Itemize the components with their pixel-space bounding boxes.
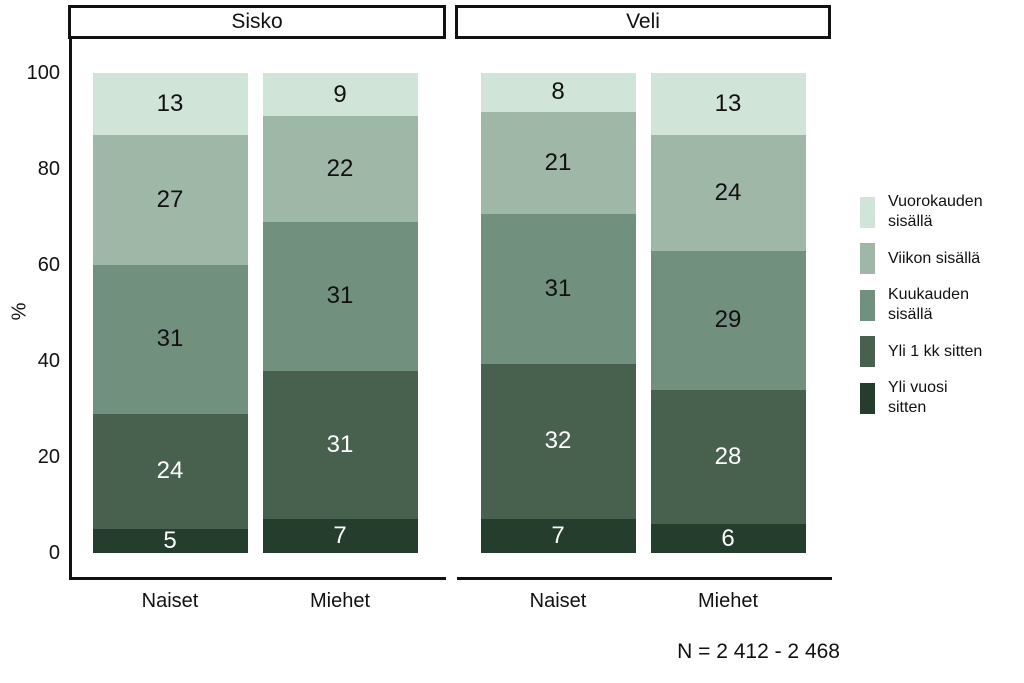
bar-segment-value: 9 [333,80,347,108]
bar-segment-value: 8 [551,78,565,106]
bar-segment: 28 [650,389,806,525]
bar-segment-value: 27 [156,186,184,214]
bar-segment-value: 13 [714,90,742,118]
bar-segment: 7 [480,519,636,553]
legend-label: Viikon sisällä [888,249,981,267]
y-tick-label: 20 [37,446,60,468]
bar-segment: 21 [480,111,636,214]
stacked-bar-sisko-miehet: 9 22 31 31 7 [262,73,418,553]
legend-swatch [860,289,875,321]
x-category-label: Miehet [697,590,759,612]
bar-segment: 9 [262,73,418,117]
x-axis-line-left-panel [69,577,446,580]
bar-segment-value: 13 [156,90,184,118]
x-category-label: Naiset [141,590,199,612]
bar-segment: 29 [650,250,806,390]
bar-segment: 31 [262,221,418,371]
y-tick-label: 100 [26,62,60,84]
bar-segment: 24 [650,135,806,251]
legend-item: Yli 1 kk sitten [860,336,983,367]
bar-segment-value: 24 [156,457,184,485]
bar-segment-value: 28 [714,443,742,471]
bar-segment: 13 [650,73,806,136]
stacked-bar-veli-naiset: 8 21 31 32 7 [480,73,636,553]
y-axis-line [69,39,72,579]
bar-segment-value: 31 [326,282,354,310]
bar-segment-value: 31 [544,274,572,302]
y-tick-label: 60 [37,254,60,276]
facet-header-sisko: Sisko [68,5,446,39]
bar-segment: 31 [262,370,418,520]
bar-segment-value: 32 [544,427,572,455]
bar-segment: 32 [480,363,636,520]
legend-item: Vuorokauden sisällä [860,192,983,232]
bar-segment-value: 24 [714,179,742,206]
bar-segment-value: 7 [551,522,565,550]
stacked-bar-sisko-naiset: 13 27 31 24 5 [92,73,248,554]
legend-label: Yli vuosi sitten [888,379,948,416]
bar-segment-value: 5 [163,527,177,554]
bar-segment: 24 [92,413,248,529]
bar-segment-value: 7 [333,522,347,550]
legend-label: Kuukauden sisällä [888,286,969,323]
bar-segment-value: 6 [721,524,735,552]
legend: Vuorokauden sisällä Viikon sisällä Kuukaud… [860,192,983,418]
legend-item: Yli vuosi sitten [860,378,983,418]
stacked-bar-veli-miehet: 13 24 29 28 6 [650,73,806,554]
bar-segment-value: 22 [326,155,354,182]
legend-swatch [860,336,875,367]
y-tick-label: 40 [37,350,60,372]
legend-label: Yli 1 kk sitten [888,342,983,360]
y-tick-label: 80 [37,158,60,180]
bar-segment: 31 [480,213,636,364]
bar-segment-value: 29 [714,306,742,334]
sample-size-caption: N = 2 412 - 2 468 [677,640,840,663]
x-category-label: Naiset [529,590,587,612]
x-category-label: Miehet [309,590,371,612]
bar-segment-value: 21 [544,148,572,176]
bar-segment-value: 31 [326,430,354,458]
bar-segment: 7 [262,519,418,553]
bar-segment: 31 [92,265,248,414]
x-axis-line-right-panel [457,577,832,580]
bar-segment: 8 [480,73,636,112]
bar-segment: 5 [92,527,248,554]
bar-segment: 27 [92,135,248,265]
legend-swatch [860,196,875,228]
bar-segment: 6 [650,524,806,554]
legend-item: Viikon sisällä [860,243,983,274]
y-axis-title: % [8,302,31,321]
legend-item: Kuukauden sisällä [860,285,983,325]
bar-segment: 13 [92,73,248,136]
y-tick-label: 0 [48,542,60,564]
legend-swatch [860,243,875,274]
bar-segment: 22 [262,116,418,222]
legend-label: Vuorokauden sisällä [888,193,983,230]
facet-header-veli: Veli [455,5,831,39]
bar-segment-value: 31 [156,325,184,353]
legend-swatch [860,382,875,414]
